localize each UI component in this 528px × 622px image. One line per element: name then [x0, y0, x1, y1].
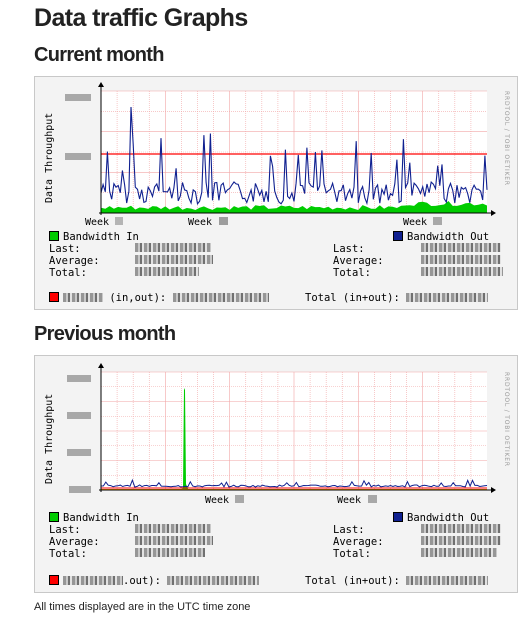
- in-last-label: Last:: [49, 524, 81, 536]
- rrdtool-label: RRDTOOL / TOBI OETIKER: [503, 91, 510, 186]
- legend-bandwidth-in: Bandwidth In: [49, 512, 139, 524]
- bandwidth-in-swatch: [49, 512, 59, 522]
- out-values-redacted: [421, 243, 503, 276]
- y-axis-arrow: [98, 82, 104, 87]
- y-axis-arrow: [98, 363, 104, 368]
- y-tick-label: [67, 412, 91, 419]
- out-last-label: Last:: [333, 243, 365, 255]
- total-io-label: Total (in+out):: [305, 292, 400, 304]
- y-axis-label: Data Throughput: [44, 113, 55, 203]
- current-graph-canvas: Data Throughput RRDTOOL / TOBI OETIKER W…: [44, 82, 510, 228]
- previous-month-graph: Data Throughput RRDTOOL / TOBI OETIKER W…: [34, 355, 518, 593]
- total-io-label: Total (in+out):: [305, 575, 400, 587]
- y-tick-label: [67, 449, 91, 456]
- out-last-label: Last:: [333, 524, 365, 536]
- total-io-legend: Total (in+out):: [305, 292, 489, 304]
- out-values-redacted: [421, 524, 501, 557]
- threshold-swatch: [49, 292, 59, 302]
- io-label: (in,out):: [109, 292, 167, 304]
- out-total-label: Total:: [333, 548, 371, 560]
- x-axis-arrow: [491, 487, 496, 493]
- plot-grid: [101, 90, 487, 213]
- previous-month-heading: Previous month: [34, 323, 176, 345]
- bandwidth-out-swatch: [393, 231, 403, 241]
- rrdtool-label: RRDTOOL / TOBI OETIKER: [503, 372, 510, 467]
- y-tick-label: [65, 153, 91, 160]
- in-average-label: Average:: [49, 536, 100, 548]
- legend-bandwidth-out: Bandwidth Out: [393, 512, 489, 524]
- week-label: Week: [403, 217, 427, 228]
- bandwidth-out-label: Bandwidth Out: [407, 512, 490, 524]
- total-io-legend: Total (in+out):: [305, 575, 489, 587]
- week-label: Week: [188, 217, 212, 228]
- in-total-label: Total:: [49, 548, 87, 560]
- io-legend: (in,out):: [49, 292, 269, 304]
- page-title: Data traffic Graphs: [34, 4, 248, 32]
- bandwidth-out-swatch: [393, 512, 403, 522]
- in-values-redacted: [135, 524, 213, 557]
- x-axis-arrow: [491, 210, 496, 216]
- current-month-heading: Current month: [34, 44, 164, 66]
- in-average-label: Average:: [49, 255, 100, 267]
- bandwidth-in-area: [101, 201, 487, 213]
- threshold-swatch: [49, 575, 59, 585]
- io-legend: .out):: [49, 575, 260, 587]
- legend-bandwidth-out: Bandwidth Out: [393, 231, 489, 243]
- out-average-label: Average:: [333, 255, 384, 267]
- io-label: .out):: [123, 575, 161, 587]
- bandwidth-in-swatch: [49, 231, 59, 241]
- legend-bandwidth-in: Bandwidth In: [49, 231, 139, 243]
- y-tick-label: [65, 94, 91, 101]
- in-last-label: Last:: [49, 243, 81, 255]
- in-values-redacted: [135, 243, 213, 276]
- y-tick-label: [67, 375, 91, 382]
- current-month-graph: Data Throughput RRDTOOL / TOBI OETIKER W…: [34, 76, 518, 310]
- week-label: Week: [205, 495, 229, 506]
- bandwidth-out-line: [100, 478, 488, 488]
- y-axis-label: Data Throughput: [44, 394, 55, 484]
- bandwidth-in-label: Bandwidth In: [63, 231, 139, 243]
- in-total-label: Total:: [49, 267, 87, 279]
- bandwidth-in-label: Bandwidth In: [63, 512, 139, 524]
- out-average-label: Average:: [333, 536, 384, 548]
- timezone-footnote: All times displayed are in the UTC time …: [34, 601, 251, 613]
- out-total-label: Total:: [333, 267, 371, 279]
- previous-graph-canvas: Data Throughput RRDTOOL / TOBI OETIKER W…: [44, 363, 510, 506]
- week-label: Week: [337, 495, 361, 506]
- week-label: Week: [85, 217, 109, 228]
- bandwidth-out-label: Bandwidth Out: [407, 231, 490, 243]
- bandwidth-out-line: [100, 106, 488, 206]
- plot-grid: [101, 371, 487, 490]
- y-tick-label: [69, 486, 91, 493]
